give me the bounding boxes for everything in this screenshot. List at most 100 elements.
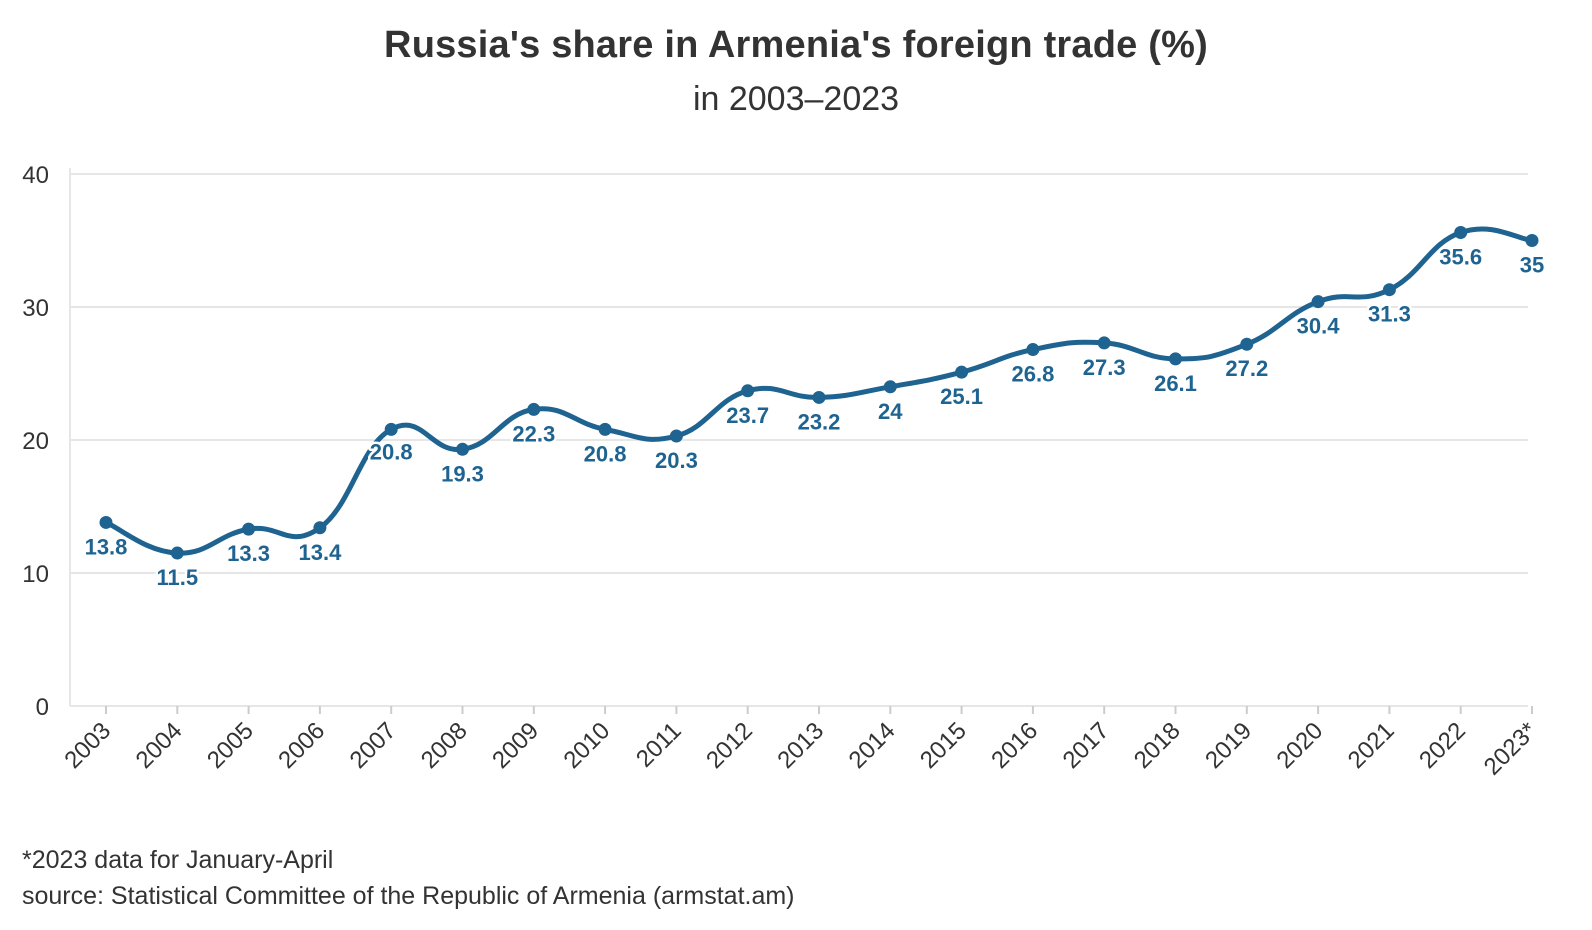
data-label-halo: 35 — [1520, 253, 1544, 278]
data-label-halo: 11.5 — [156, 565, 198, 590]
data-point — [598, 422, 612, 436]
data-label-halo: 22.3 — [512, 421, 555, 446]
data-point — [1097, 336, 1111, 350]
data-point — [1026, 343, 1040, 357]
x-tick-label: 2011 — [631, 717, 687, 773]
data-label: 13.8 — [85, 534, 128, 559]
data-label-halo: 27.2 — [1225, 356, 1268, 381]
data-label-halo: 30.4 — [1297, 314, 1341, 339]
data-label: 26.8 — [1011, 362, 1054, 387]
x-axis: 2003 2004 2005 2006 2007 2008 2009 2010 2011 2012… — [59, 706, 1542, 781]
data-label-halo: 26.1 — [1154, 371, 1197, 396]
x-tick-label: 2009 — [487, 717, 544, 774]
y-tick-label: 30 — [22, 295, 49, 322]
data-point — [1382, 283, 1396, 297]
data-label: 27.3 — [1083, 355, 1126, 380]
data-point — [812, 390, 826, 404]
y-axis: 0 10 20 30 40 — [22, 162, 71, 721]
data-label-halo: 35.6 — [1439, 245, 1482, 270]
data-point — [1454, 226, 1468, 240]
x-tick-label: 2013 — [772, 717, 829, 774]
data-label: 19.3 — [441, 461, 484, 486]
chart-title: Russia's share in Armenia's foreign trad… — [384, 24, 1208, 66]
x-tick-label: 2017 — [1058, 717, 1115, 774]
data-label-halo: 23.2 — [798, 409, 841, 434]
x-tick-label: 2019 — [1200, 717, 1257, 774]
data-label: 35.6 — [1439, 245, 1482, 270]
y-tick-label: 10 — [22, 561, 49, 588]
y-grid — [70, 173, 1528, 707]
data-label: 23.7 — [726, 403, 769, 428]
data-label-halo: 13.4 — [298, 540, 342, 565]
data-label-halo: 25.1 — [940, 384, 983, 409]
y-tick-label: 20 — [22, 428, 49, 455]
data-label-halo: 13.3 — [227, 541, 270, 566]
x-tick-label: 2022 — [1414, 717, 1471, 774]
data-label-halo: 23.7 — [726, 403, 769, 428]
data-label: 20.8 — [584, 441, 627, 466]
data-label: 27.2 — [1225, 356, 1268, 381]
x-tick-label: 2018 — [1129, 717, 1186, 774]
data-label: 20.8 — [370, 439, 413, 464]
x-tick-label: 2016 — [986, 717, 1043, 774]
data-point — [170, 546, 184, 560]
x-tick-label: 2005 — [202, 717, 259, 774]
data-point — [456, 442, 469, 456]
data-point — [741, 384, 755, 398]
data-point — [883, 380, 897, 394]
x-tick-label: 2021 — [1343, 717, 1400, 774]
footnote-source: source: Statistical Committee of the Rep… — [22, 882, 795, 910]
data-label: 24 — [878, 399, 903, 424]
data-label: 23.2 — [798, 409, 841, 434]
data-point — [669, 429, 683, 443]
x-tick-label: 2020 — [1271, 717, 1328, 774]
x-tick-label: 2004 — [131, 717, 188, 774]
data-label: 11.5 — [156, 565, 198, 590]
data-label: 35 — [1520, 253, 1544, 278]
data-point — [313, 521, 327, 535]
data-label: 26.1 — [1154, 371, 1197, 396]
data-label-halo: 19.3 — [441, 461, 484, 486]
data-point — [1169, 352, 1182, 366]
x-tick-label: 2003 — [59, 717, 116, 774]
data-point — [1525, 234, 1539, 247]
data-point — [242, 522, 256, 536]
data-label: 31.3 — [1368, 302, 1411, 327]
data-label: 22.3 — [512, 421, 555, 446]
data-label: 13.4 — [298, 540, 342, 565]
data-label-halo: 26.8 — [1011, 362, 1054, 387]
x-tick-label: 2006 — [273, 717, 330, 774]
data-label-halo: 20.8 — [370, 439, 413, 464]
x-tick-label: 2014 — [844, 717, 901, 774]
data-label: 13.3 — [227, 541, 270, 566]
data-label-halo: 13.8 — [85, 534, 128, 559]
data-point — [1240, 337, 1254, 351]
data-label: 20.3 — [655, 448, 698, 473]
data-point — [384, 422, 398, 436]
data-label: 30.4 — [1297, 314, 1341, 339]
x-tick-label: 2008 — [416, 717, 473, 774]
data-label-halo: 20.8 — [584, 441, 627, 466]
data-label-halo: 20.3 — [655, 448, 698, 473]
y-tick-label: 0 — [36, 694, 49, 721]
footnote-note: *2023 data for January-April — [22, 846, 334, 874]
series — [99, 226, 1539, 560]
data-label-halo: 27.3 — [1083, 355, 1126, 380]
x-tick-label: 2007 — [345, 717, 402, 774]
data-point — [99, 515, 113, 529]
data-label-halo: 31.3 — [1368, 302, 1411, 327]
x-tick-label: 2023* — [1479, 717, 1542, 780]
x-tick-label: 2010 — [558, 717, 615, 774]
data-labels: 13.813.811.511.513.313.3 13.413.420.820.8… — [82, 242, 1547, 593]
y-tick-label: 40 — [22, 162, 49, 189]
data-point — [1311, 295, 1325, 309]
data-point — [527, 402, 541, 416]
data-label-halo: 24 — [878, 399, 903, 424]
chart-subtitle: in 2003–2023 — [692, 80, 900, 118]
x-tick-label: 2015 — [915, 717, 972, 774]
data-label: 25.1 — [940, 384, 983, 409]
x-tick-label: 2012 — [701, 717, 758, 774]
data-point — [955, 365, 969, 379]
